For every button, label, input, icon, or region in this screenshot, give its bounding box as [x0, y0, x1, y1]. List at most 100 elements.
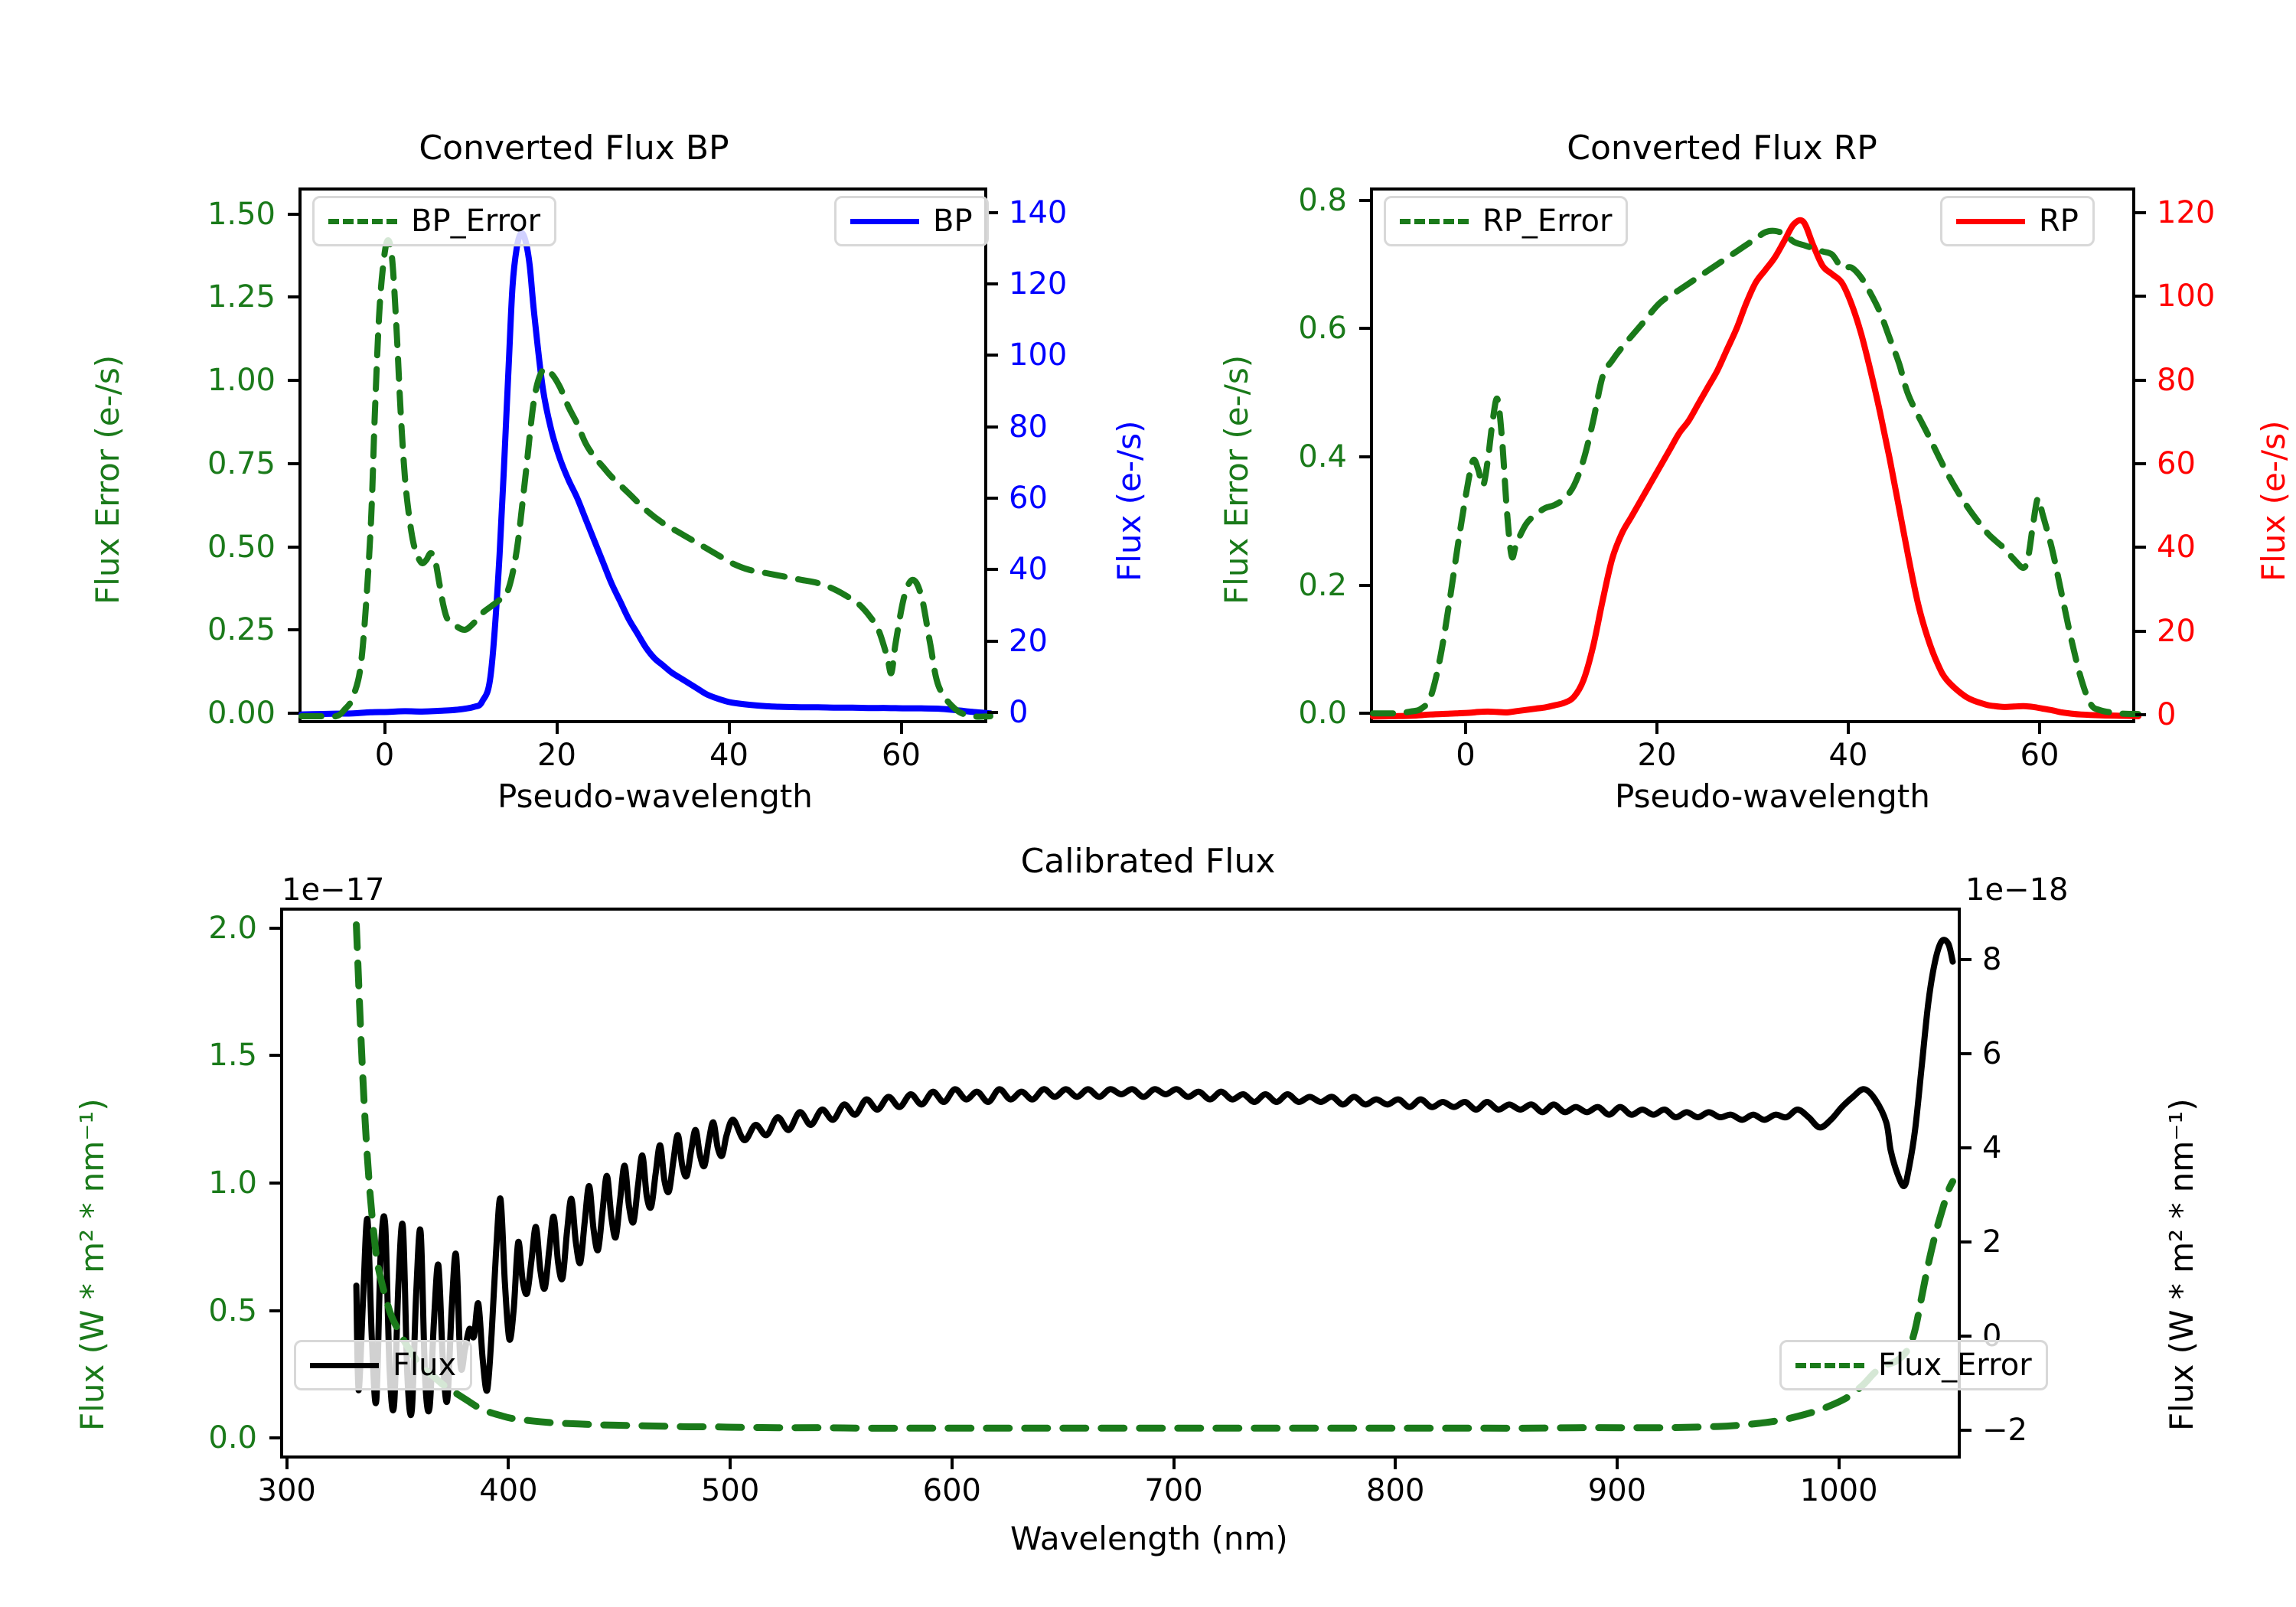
calibrated-bottom-tickmark: [1172, 1459, 1176, 1469]
bp-left-tickmark: [288, 212, 298, 216]
bp-right-tickmark: [987, 711, 998, 714]
rp-right-tickmark: [2135, 295, 2146, 298]
rp-right-tickmark: [2135, 210, 2146, 214]
bp-left-tick-label: 0.00: [207, 695, 276, 731]
bp-left-tick-label: 0.50: [207, 529, 276, 565]
calibrated-bottom-tickmark: [285, 1459, 289, 1469]
bp-right-tickmark: [987, 282, 998, 285]
calibrated-right-tickmark: [1961, 1429, 1971, 1433]
rp-bottom-tickmark: [1464, 723, 1467, 734]
bp-bottom-tick-label: 40: [709, 738, 748, 773]
bp-right-tickmark: [987, 354, 998, 357]
calibrated-bottom-tick-label: 300: [257, 1473, 316, 1508]
rp-error-curve: [1370, 227, 2141, 718]
rp-left-tick-label: 0.2: [1298, 567, 1347, 603]
calibrated-left-tick-label: 1.0: [208, 1165, 257, 1201]
bp-flux-line-swatch: [850, 218, 919, 224]
bp-right-tick-label: 120: [1009, 266, 1068, 302]
rp-right-tick-label: 40: [2157, 530, 2196, 566]
panel-converted-flux-rp: Converted Flux RP 0.0 0.2 0.4 0.6 0.8 0 20 40 6…: [1148, 0, 2296, 815]
rp-left-tick-label: 0.4: [1298, 439, 1347, 475]
bp-right-tick-label: 60: [1009, 481, 1048, 516]
calibrated-left-tick-label: 0.0: [208, 1420, 257, 1456]
rp-bottom-tickmark: [1847, 723, 1850, 734]
rp-xlabel: Pseudo-wavelength: [1615, 777, 1930, 815]
calibrated-right-tickmark: [1961, 1240, 1971, 1244]
bp-left-tick-label: 0.75: [207, 445, 276, 481]
rp-left-tickmark: [1359, 583, 1370, 587]
bp-right-tick-label: 40: [1009, 552, 1048, 588]
calibrated-left-tickmark: [269, 1309, 280, 1312]
rp-left-tickmark: [1359, 198, 1370, 202]
calibrated-left-tickmark: [269, 1436, 280, 1440]
rp-legend-error[interactable]: RP_Error: [1384, 196, 1629, 246]
calibrated-bottom-tick-label: 600: [922, 1473, 981, 1508]
bp-ylabel-right: Flux (e-/s): [1110, 420, 1148, 582]
rp-right-tick-label: 0: [2157, 697, 2177, 733]
bp-right-tick-label: 80: [1009, 409, 1048, 445]
rp-flux-line-swatch: [1956, 218, 2025, 224]
bp-left-tickmark: [288, 379, 298, 383]
rp-bottom-tick-label: 0: [1456, 738, 1476, 773]
calibrated-right-tick-label: 4: [1982, 1129, 2002, 1165]
calibrated-right-tick-label: 6: [1982, 1035, 2002, 1071]
calibrated-legend-flux[interactable]: Flux: [294, 1340, 473, 1390]
rp-bottom-tickmark: [2038, 723, 2041, 734]
bp-left-tickmark: [288, 545, 298, 549]
calibrated-legend-error-label: Flux_Error: [1878, 1348, 2032, 1383]
rp-bottom-tick-label: 40: [1828, 738, 1868, 773]
bp-left-tick-label: 1.25: [207, 279, 276, 315]
calibrated-right-tickmark: [1961, 1146, 1971, 1149]
calibrated-left-tick-label: 1.5: [208, 1038, 257, 1074]
rp-right-tickmark: [2135, 546, 2146, 549]
rp-right-tickmark: [2135, 378, 2146, 382]
bp-left-tickmark: [288, 628, 298, 632]
bp-right-tickmark: [987, 497, 998, 500]
calibrated-right-tickmark: [1961, 957, 1971, 961]
calibrated-legend-flux-label: Flux: [393, 1348, 457, 1383]
calibrated-legend-error[interactable]: Flux_Error: [1779, 1340, 2048, 1390]
calibrated-bottom-tickmark: [507, 1459, 510, 1469]
bp-right-tick-label: 140: [1009, 194, 1068, 230]
calibrated-right-exponent: 1e−18: [1965, 872, 2069, 908]
calibrated-ylabel-left: Flux (W * m² * nm⁻¹): [73, 1098, 111, 1431]
rp-left-tickmark: [1359, 712, 1370, 715]
bp-legend-flux-label: BP: [933, 204, 973, 239]
bp-right-tick-label: 0: [1009, 695, 1029, 730]
calibrated-bottom-tick-label: 900: [1587, 1473, 1647, 1508]
calibrated-bottom-tick-label: 400: [479, 1473, 538, 1508]
bp-left-tickmark: [288, 295, 298, 299]
bp-left-tick-label: 1.50: [207, 196, 276, 232]
rp-plot-title: Converted Flux RP: [1567, 129, 1877, 168]
calibrated-curves: [353, 921, 1957, 1432]
rp-legend-flux-label: RP: [2039, 204, 2079, 239]
bp-bottom-tickmark: [899, 723, 903, 734]
rp-ylabel-left: Flux Error (e-/s): [1218, 354, 1255, 605]
rp-error-line-swatch: [1400, 218, 1469, 224]
rp-left-tickmark: [1359, 455, 1370, 459]
bp-error-line-swatch: [328, 218, 397, 224]
calibrated-error-line-swatch: [1795, 1362, 1864, 1368]
calibrated-error-curve: [353, 921, 1957, 1432]
bp-legend-flux[interactable]: BP: [834, 196, 989, 246]
calibrated-bottom-tickmark: [729, 1459, 732, 1469]
bp-error-curve: [298, 236, 993, 720]
rp-bottom-tick-label: 60: [2020, 738, 2060, 773]
calibrated-right-tickmark: [1961, 1051, 1971, 1055]
rp-ylabel-right: Flux (e-/s): [2255, 420, 2292, 582]
rp-legend-error-label: RP_Error: [1482, 204, 1613, 239]
panel-calibrated-flux: Calibrated Flux 1e−17 1e−18 0.0 0.5 1.0 1.5…: [0, 811, 2296, 1607]
calibrated-right-tickmark: [1961, 1335, 1971, 1338]
bp-legend-error[interactable]: BP_Error: [312, 196, 557, 246]
calibrated-bottom-tickmark: [1615, 1459, 1619, 1469]
calibrated-right-tick-label: 2: [1982, 1224, 2002, 1260]
calibrated-left-tickmark: [269, 1182, 280, 1185]
calibrated-bottom-tickmark: [1394, 1459, 1397, 1469]
calibrated-flux-curve: [353, 937, 1956, 1419]
rp-legend-flux[interactable]: RP: [1940, 196, 2095, 246]
calibrated-bottom-tick-label: 500: [700, 1473, 760, 1508]
calibrated-bottom-tickmark: [950, 1459, 954, 1469]
rp-bottom-tick-label: 20: [1637, 738, 1677, 773]
bp-right-tickmark: [987, 425, 998, 429]
